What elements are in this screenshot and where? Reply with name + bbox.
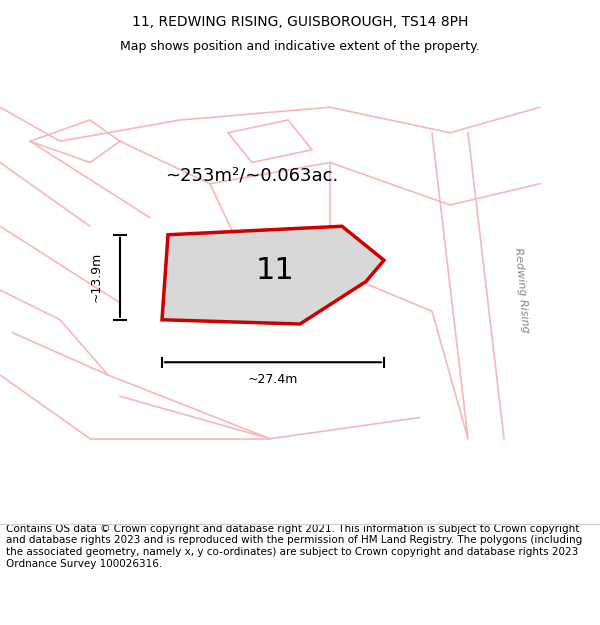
Text: ~27.4m: ~27.4m	[248, 372, 298, 386]
Text: Map shows position and indicative extent of the property.: Map shows position and indicative extent…	[120, 39, 480, 52]
Text: ~253m²/~0.063ac.: ~253m²/~0.063ac.	[166, 166, 338, 184]
Text: 11: 11	[256, 256, 295, 284]
Text: Redwing Rising: Redwing Rising	[513, 247, 531, 333]
Text: 11, REDWING RISING, GUISBOROUGH, TS14 8PH: 11, REDWING RISING, GUISBOROUGH, TS14 8P…	[132, 16, 468, 29]
Text: ~13.9m: ~13.9m	[89, 252, 103, 302]
Polygon shape	[162, 226, 384, 324]
Text: Contains OS data © Crown copyright and database right 2021. This information is : Contains OS data © Crown copyright and d…	[6, 524, 582, 569]
